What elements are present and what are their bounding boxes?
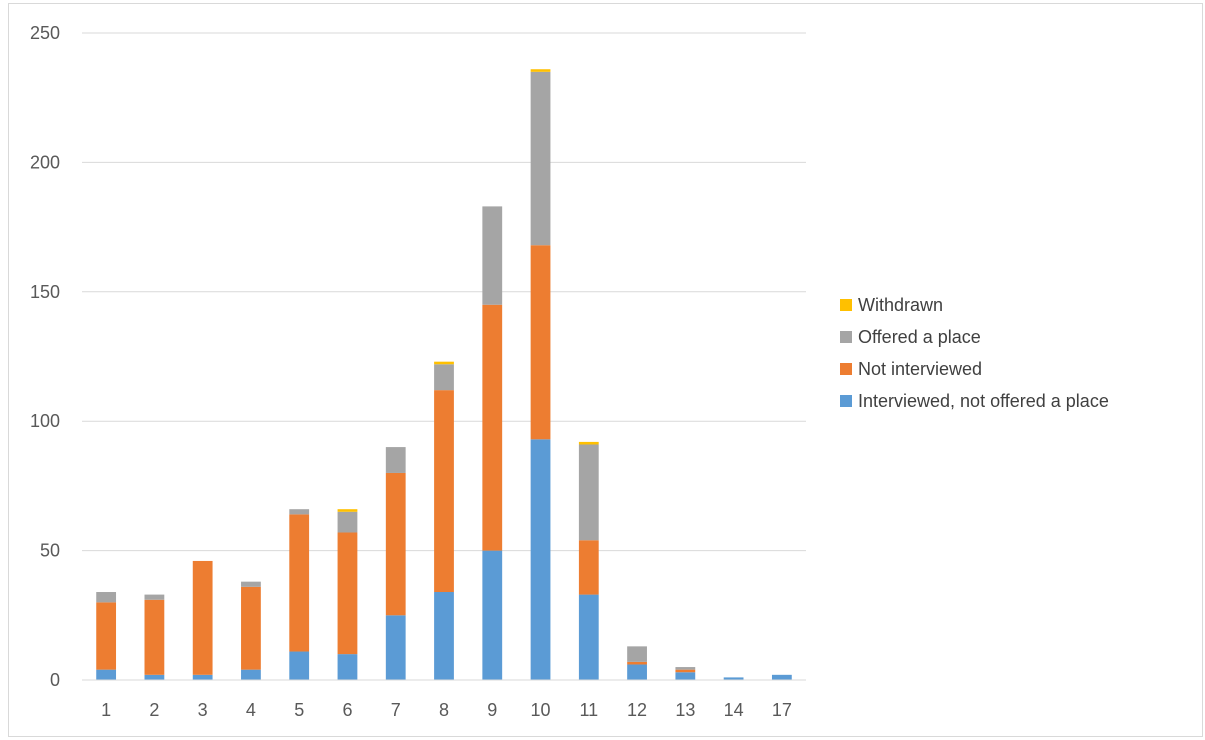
bar-segment-11-series-3: [578, 441, 599, 445]
bar-segment-9-series-1: [482, 304, 503, 551]
bar-segment-7-series-1: [385, 472, 406, 616]
x-tick-label: 1: [101, 700, 111, 720]
x-tick-label: 8: [439, 700, 449, 720]
y-tick-label: 100: [30, 411, 60, 431]
y-tick-label: 250: [30, 23, 60, 43]
bar-segment-6-series-3: [337, 509, 358, 512]
y-tick-label: 200: [30, 152, 60, 172]
bar-segment-10-series-3: [530, 69, 551, 72]
bar-segment-17-series-0: [771, 674, 792, 680]
x-axis-tick-labels: 1 2 3 4 5 6 7 8 9 10 11 12 13 14 17: [101, 700, 792, 720]
bar-segment-14-series-0: [723, 677, 744, 680]
x-tick-label: 4: [246, 700, 256, 720]
x-tick-label: 9: [487, 700, 497, 720]
bar-segment-11-series-0: [578, 594, 599, 680]
bars: [96, 69, 792, 680]
bar-segment-12-series-1: [627, 661, 647, 665]
x-tick-label: 5: [294, 700, 304, 720]
bar-segment-4-series-0: [241, 669, 261, 680]
x-tick-label: 14: [724, 700, 744, 720]
x-tick-label: 13: [675, 700, 695, 720]
bar-segment-13-series-2: [675, 667, 696, 670]
bar-segment-8-series-1: [434, 390, 454, 593]
bar-segment-9-series-0: [482, 550, 503, 680]
bar-segment-4-series-2: [241, 581, 261, 587]
x-tick-label: 6: [342, 700, 352, 720]
legend-label-3: Withdrawn: [858, 295, 943, 315]
legend-swatch-2: [840, 331, 852, 343]
legend-label-1: Not interviewed: [858, 359, 982, 379]
legend-label-0: Interviewed, not offered a place: [858, 391, 1109, 411]
bar-segment-2-series-2: [144, 594, 165, 600]
bar-segment-2-series-0: [144, 674, 165, 680]
bar-segment-4-series-1: [241, 586, 261, 670]
legend-swatch-1: [840, 363, 852, 375]
bar-segment-6-series-1: [337, 532, 358, 655]
bar-segment-7-series-2: [385, 447, 406, 473]
bar-segment-1-series-0: [96, 669, 117, 680]
bar-segment-5-series-1: [289, 514, 310, 652]
legend-swatch-0: [840, 395, 852, 407]
bar-segment-10-series-1: [530, 245, 551, 440]
x-tick-label: 3: [198, 700, 208, 720]
legend: Withdrawn Offered a place Not interviewed I…: [840, 295, 1109, 411]
legend-swatch-3: [840, 299, 852, 311]
bar-segment-6-series-0: [337, 654, 358, 680]
bar-segment-13-series-0: [675, 672, 696, 680]
chart-frame: [8, 3, 1203, 737]
x-tick-label: 17: [772, 700, 792, 720]
y-axis-tick-labels: 0 50 100 150 200 250: [30, 23, 60, 690]
bar-segment-1-series-1: [96, 602, 117, 670]
bar-segment-8-series-0: [434, 592, 454, 680]
bar-segment-3-series-1: [192, 560, 213, 675]
bar-segment-12-series-0: [627, 664, 647, 680]
x-tick-label: 11: [579, 700, 598, 720]
bar-segment-10-series-2: [530, 71, 551, 246]
bar-segment-10-series-0: [530, 439, 551, 680]
x-tick-label: 7: [391, 700, 401, 720]
x-tick-label: 12: [627, 700, 647, 720]
bar-segment-2-series-1: [144, 599, 165, 675]
bar-segment-8-series-3: [434, 361, 454, 365]
bar-segment-5-series-2: [289, 509, 310, 515]
gridlines: [82, 32, 806, 552]
bar-segment-7-series-0: [385, 615, 406, 680]
x-tick-label: 10: [531, 700, 551, 720]
bar-segment-11-series-1: [578, 540, 599, 595]
bar-segment-13-series-1: [675, 669, 696, 673]
x-tick-label: 2: [149, 700, 159, 720]
bar-segment-8-series-2: [434, 364, 454, 391]
legend-label-2: Offered a place: [858, 327, 981, 347]
bar-segment-5-series-0: [289, 651, 310, 680]
y-tick-label: 0: [50, 670, 60, 690]
bar-segment-9-series-2: [482, 206, 503, 305]
bar-segment-11-series-2: [578, 444, 599, 541]
bar-segment-6-series-2: [337, 511, 358, 533]
bar-segment-1-series-2: [96, 592, 117, 603]
y-tick-label: 150: [30, 282, 60, 302]
bar-segment-12-series-2: [627, 646, 647, 662]
y-tick-label: 50: [40, 541, 60, 561]
bar-segment-3-series-0: [192, 674, 213, 680]
